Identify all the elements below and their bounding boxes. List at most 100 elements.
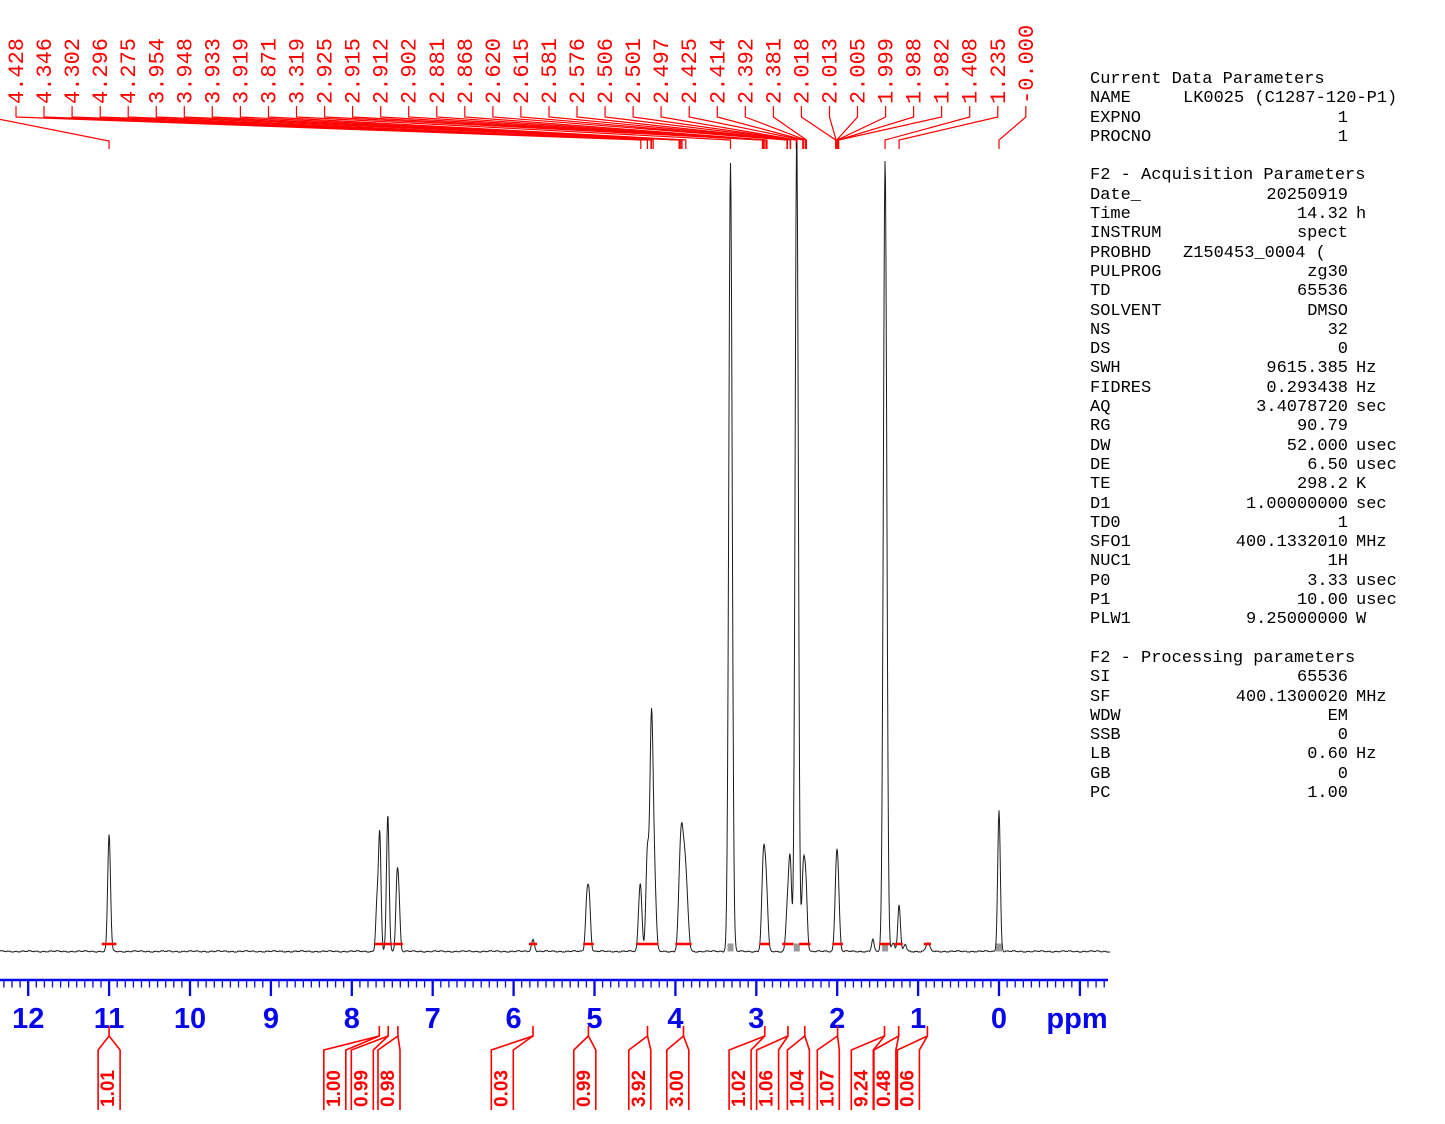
peak-leader	[716, 106, 805, 149]
axis-unit-label: ppm	[1046, 1003, 1107, 1035]
peak-leader	[837, 106, 915, 149]
param-unit: K	[1356, 475, 1367, 495]
param-unit: MHz	[1356, 533, 1387, 553]
integral-bracket	[836, 1035, 841, 1110]
param-row: Time 14.32 h	[1090, 205, 1444, 224]
peak-shift-label: 2.497	[650, 38, 675, 104]
param-unit: usec	[1356, 455, 1397, 475]
peak-shift-label: 3.948	[173, 38, 198, 104]
axis-tick-label: 6	[506, 1003, 522, 1035]
peak-shift-label: 1.988	[903, 38, 928, 104]
param-blank-row	[1090, 147, 1444, 166]
peak-shift-label: 4.275	[117, 38, 142, 104]
param-row: PROBHD Z150453_0004 (	[1090, 244, 1444, 263]
tall-peak-base-marker	[727, 943, 734, 952]
integral-bracket	[397, 1035, 401, 1110]
param-row: D1 1.00000000 sec	[1090, 495, 1444, 514]
peak-shift-label: 2.005	[847, 38, 872, 104]
peak-leader	[239, 106, 683, 149]
peak-shift-label: 3.871	[258, 38, 283, 104]
integral-bracket	[372, 1035, 389, 1110]
peak-shift-label: 2.925	[314, 38, 339, 104]
integral-value: 0.03	[491, 1070, 512, 1107]
axis-tick-label: 2	[829, 1003, 845, 1035]
param-section-header: Current Data Parameters	[1090, 70, 1444, 89]
peak-label-leaders	[0, 106, 1027, 149]
integral-value: 0.48	[874, 1070, 895, 1107]
param-row: RG 90.79	[1090, 417, 1444, 436]
param-value: 1	[1337, 513, 1348, 533]
peak-leader	[838, 106, 943, 149]
param-row: PULPROG zg30	[1090, 263, 1444, 282]
axis-tick-label: 12	[12, 1003, 44, 1035]
param-row: DE 6.50 usec	[1090, 456, 1444, 475]
peak-shift-label: 4.428	[5, 38, 30, 104]
peak-leader	[408, 106, 765, 149]
param-unit: Hz	[1356, 378, 1377, 398]
integral-value: 1.06	[757, 1070, 778, 1107]
param-unit: sec	[1356, 494, 1387, 514]
axis-tick-label: 5	[586, 1003, 602, 1035]
axis-tick-label: 3	[748, 1003, 764, 1035]
param-key: WDW	[1090, 706, 1121, 726]
param-key: PC	[1090, 783, 1111, 803]
peak-shift-label: 2.425	[678, 38, 703, 104]
param-row: PC 1.00	[1090, 784, 1444, 803]
integral-value: 0.99	[574, 1070, 595, 1107]
integral-bracket	[646, 1035, 652, 1110]
param-row: P0 3.33 usec	[1090, 572, 1444, 591]
param-value: 9.25000000	[1245, 610, 1348, 630]
param-row: P1 10.00 usec	[1090, 591, 1444, 610]
peak-shift-label: 2.018	[790, 38, 815, 104]
param-value: 0.60	[1307, 745, 1348, 765]
param-value: 0	[1337, 726, 1348, 746]
param-key: F2 - Processing parameters	[1090, 648, 1356, 668]
tall-peak-base-marker	[882, 943, 889, 952]
integral-value: 1.07	[817, 1070, 838, 1107]
param-value: 1	[1337, 127, 1348, 147]
param-row: SSB 0	[1090, 726, 1444, 745]
param-row: SI 65536	[1090, 668, 1444, 687]
peak-shift-label: 2.620	[482, 38, 507, 104]
integral-bracket	[750, 1035, 766, 1110]
peak-leader	[744, 106, 807, 149]
peak-leader	[436, 106, 767, 149]
integral-bracket	[786, 1026, 806, 1110]
peak-leader	[211, 106, 682, 149]
integral-bracket	[682, 1035, 690, 1110]
param-key: RG	[1090, 417, 1111, 437]
peak-leader	[576, 106, 792, 149]
param-row: AQ 3.4078720 sec	[1090, 398, 1444, 417]
spectrum-trace	[0, 141, 1111, 953]
peak-shift-label: 1.235	[987, 38, 1012, 104]
param-key: D1	[1090, 494, 1111, 514]
peak-leader	[99, 106, 653, 149]
param-key: F2 - Acquisition Parameters	[1090, 166, 1366, 186]
param-key: PROCNO	[1090, 127, 1152, 147]
peak-shift-label: 1.999	[875, 38, 900, 104]
peak-leader	[772, 106, 807, 149]
param-key: TD	[1090, 282, 1111, 302]
param-unit: h	[1356, 205, 1367, 225]
param-row: WDW EM	[1090, 707, 1444, 726]
param-value: 0.293438	[1266, 378, 1348, 398]
param-key: SF	[1090, 687, 1111, 707]
param-row: SFO1 400.1332010 MHz	[1090, 533, 1444, 552]
param-value: 65536	[1296, 282, 1348, 302]
peak-shift-label: 2.013	[819, 38, 844, 104]
param-value: LK0025 (C1287-120-P1)	[1183, 89, 1398, 109]
peak-leader	[295, 106, 732, 149]
param-key: Current Data Parameters	[1090, 70, 1325, 89]
integral-bracket	[804, 1035, 811, 1110]
param-unit: sec	[1356, 398, 1387, 418]
param-key: P0	[1090, 571, 1111, 591]
param-value: 0	[1337, 340, 1348, 360]
param-key: LB	[1090, 745, 1111, 765]
param-value: 0	[1337, 764, 1348, 784]
param-value: DMSO	[1307, 301, 1348, 321]
param-unit: Hz	[1356, 359, 1377, 379]
axis-tick-label: 4	[667, 1003, 683, 1035]
param-key: TE	[1090, 475, 1111, 495]
param-unit: W	[1356, 610, 1367, 630]
